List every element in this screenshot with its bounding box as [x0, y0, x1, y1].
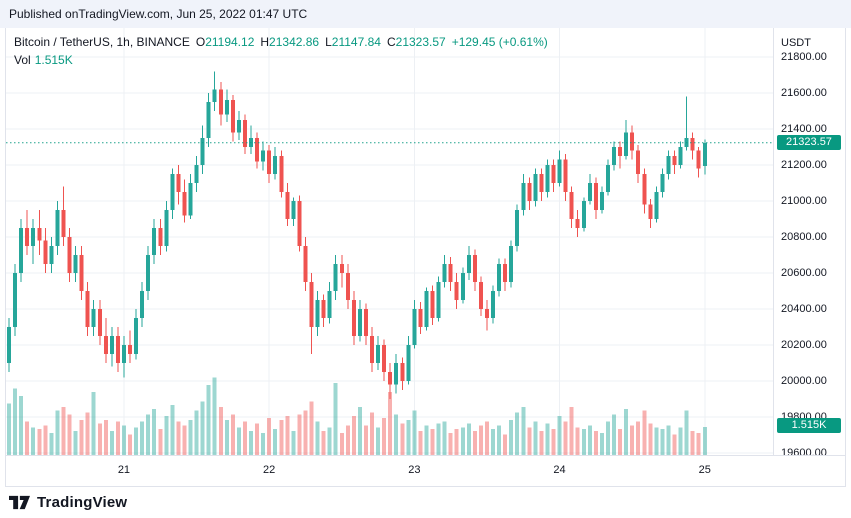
last-price-badge: 21323.57 — [777, 134, 841, 150]
chart-body: Bitcoin / TetherUS, 1h, BINANCE O21194.12… — [6, 28, 845, 459]
tradingview-brand-link[interactable]: TradingView — [9, 494, 127, 511]
price-axis-label: 20800.00 — [781, 231, 827, 243]
price-axis-label: 21600.00 — [781, 87, 827, 99]
price-axis-label: 20000.00 — [781, 375, 827, 387]
price-axis-label: 20600.00 — [781, 267, 827, 279]
tradingview-logo-icon — [9, 495, 30, 510]
tradingview-com-link[interactable]: TradingView.com — [78, 7, 170, 21]
candlesticks — [7, 71, 707, 399]
time-axis-label: 21 — [117, 464, 131, 476]
price-scale: USDT 21323.57 1.515K 21800.00 21600.00 214… — [773, 28, 845, 459]
published-date: , Jun 25, 2022 01:47 UTC — [169, 7, 308, 21]
time-axis-label: 25 — [698, 464, 711, 476]
price-axis-label: 21800.00 — [781, 51, 827, 63]
price-pane[interactable]: Bitcoin / TetherUS, 1h, BINANCE O21194.12… — [6, 28, 773, 455]
footer-bar: TradingView — [0, 487, 851, 518]
price-axis-label: 21200.00 — [781, 159, 827, 171]
time-axis-label: 24 — [553, 464, 566, 476]
time-axis-label: 23 — [408, 464, 421, 476]
chart-card: Bitcoin / TetherUS, 1h, BINANCE O21194.12… — [5, 28, 846, 487]
quote-currency-label: USDT — [781, 37, 811, 49]
price-axis-label: 21400.00 — [781, 123, 827, 135]
price-axis-label: 20200.00 — [781, 339, 827, 351]
time-axis-label: 22 — [263, 464, 276, 476]
published-prefix: Published on — [9, 7, 79, 21]
price-axis-label: 20400.00 — [781, 303, 827, 315]
time-scale: 21 22 23 24 25 — [6, 455, 845, 486]
grid-lines — [6, 28, 773, 455]
tradingview-wordmark: TradingView — [37, 494, 128, 511]
price-chart-canvas[interactable] — [6, 28, 773, 455]
price-axis-label: 21000.00 — [781, 195, 827, 207]
published-banner: Published on TradingView.com, Jun 25, 20… — [0, 0, 851, 28]
last-volume-badge: 1.515K — [777, 418, 841, 433]
volume-bars — [7, 377, 707, 455]
